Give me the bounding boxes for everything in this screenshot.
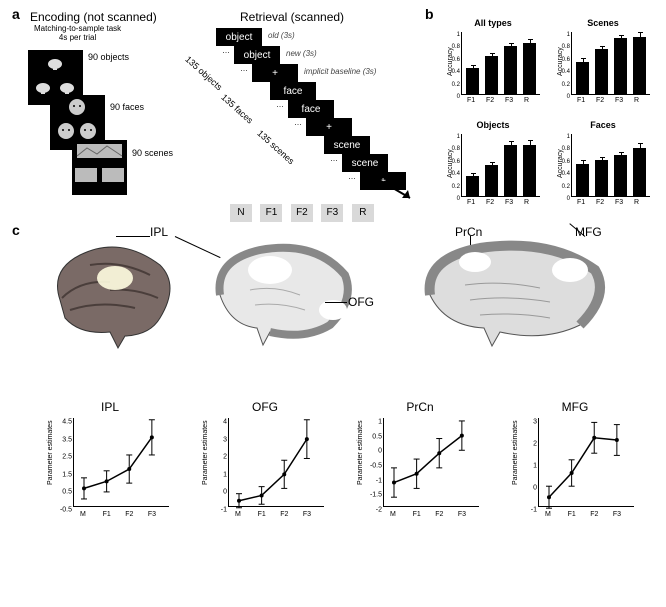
casc-row: object	[234, 46, 280, 64]
response-keys: N F1 F2 F3 R	[230, 202, 378, 222]
diag-face: 135 faces	[219, 92, 255, 126]
brain-sagittal1-icon	[205, 240, 355, 350]
encoding-title: Encoding (not scanned)	[30, 10, 157, 24]
bar-chart-All types: All types Accuracy 00.20.40.60.81F1F2F3R	[443, 20, 543, 110]
casc-note: implicit baseline (3s)	[304, 67, 376, 76]
casc-row: +	[252, 64, 298, 82]
diag-obj: 135 objects	[183, 54, 224, 92]
casc-row: face	[288, 100, 334, 118]
bar-chart-Faces: Faces Accuracy 00.20.40.60.81F1F2F3R	[553, 122, 653, 212]
lbl-ipl: IPL	[150, 225, 168, 239]
figure-root: a Encoding (not scanned) Matching-to-sam…	[10, 10, 656, 560]
panel-c: c IPL OFG PrCn MFG	[10, 220, 650, 560]
line-chart-OFG: OFG Parameter estimates -101234MF1F2F3	[200, 400, 330, 530]
bar-chart-Objects: Objects Accuracy 00.20.40.60.81F1F2F3R	[443, 122, 543, 212]
brain-sagittal2-icon	[410, 240, 610, 350]
casc-row: scene	[324, 136, 370, 154]
line-chart-PrCn: PrCn Parameter estimates -2-1.5-1-0.500.…	[355, 400, 485, 530]
lbl-prcn: PrCn	[455, 225, 482, 239]
panel-a: a Encoding (not scanned) Matching-to-sam…	[10, 10, 420, 220]
stim-label-faces: 90 faces	[110, 102, 144, 112]
line-chart-IPL: IPL Parameter estimates -0.50.51.52.53.5…	[45, 400, 175, 530]
casc-note: old (3s)	[268, 31, 295, 40]
stim-label-scenes: 90 scenes	[132, 148, 173, 158]
line-chart-MFG: MFG Parameter estimates -10123MF1F2F3	[510, 400, 640, 530]
lbl-ofg: OFG	[348, 295, 374, 309]
retrieval-title: Retrieval (scanned)	[240, 10, 344, 24]
casc-note: new (3s)	[286, 49, 317, 58]
panel-b-label: b	[425, 6, 434, 22]
bar-chart-Scenes: Scenes Accuracy 00.20.40.60.81F1F2F3R	[553, 20, 653, 110]
retrieval-cascade: object old (3s) … object new (3s) … + im…	[210, 28, 420, 218]
diag-scene: 135 scenes	[255, 128, 296, 166]
encoding-subtitle: Matching-to-sample task4s per trial	[34, 25, 121, 43]
panel-c-label: c	[12, 222, 20, 238]
panel-b: b All types Accuracy 00.20.40.60.81F1F2F…	[425, 10, 650, 220]
stim-card-scenes	[72, 140, 127, 195]
casc-row: object	[216, 28, 262, 46]
casc-row: face	[270, 82, 316, 100]
panel-a-label: a	[12, 6, 20, 22]
casc-row: +	[306, 118, 352, 136]
stim-label-objects: 90 objects	[88, 52, 129, 62]
brain-lateral-icon	[40, 240, 180, 350]
